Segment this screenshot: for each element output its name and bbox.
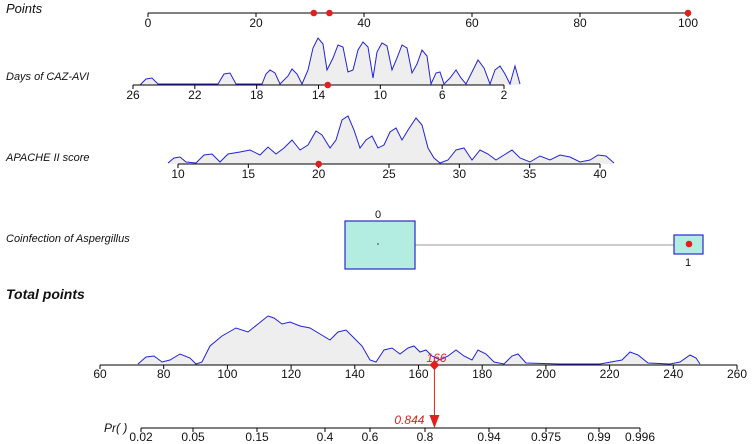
points-marker — [326, 9, 333, 17]
aspergillus-category-label-1: 1 — [685, 257, 691, 269]
row-labels: Points Days of CAZ-AVI APACHE II score C… — [5, 1, 130, 435]
caz-tick-label: 26 — [126, 88, 140, 102]
caz-tick-label: 18 — [250, 88, 264, 102]
apache-marker — [315, 160, 322, 168]
apache-tick-label: 20 — [312, 167, 326, 181]
pr-tick-label: 0.8 — [417, 430, 434, 444]
pr-tick-label: 0.6 — [362, 430, 379, 444]
pr-tick-label: 0.996 — [625, 430, 655, 444]
pr-marker-label: 0.844 — [394, 413, 424, 427]
aspergillus-marker — [685, 240, 693, 248]
apache-tick-label: 30 — [453, 167, 467, 181]
aspergillus-category-label-0: 0 — [375, 209, 381, 221]
caz-tick-label: 14 — [312, 88, 326, 102]
points-tick-label: 100 — [678, 16, 698, 30]
caz-density-curve — [139, 37, 521, 86]
total-tick-label: 80 — [157, 367, 171, 381]
apache-tick-label: 40 — [593, 167, 607, 181]
caz-density-fill — [140, 38, 520, 85]
points-tick-label: 20 — [249, 16, 263, 30]
points-marker — [310, 9, 318, 17]
total-tick-label: 220 — [600, 367, 620, 381]
total-tick-label: 260 — [727, 367, 747, 381]
apache-tick-label: 25 — [382, 167, 396, 181]
points-tick-label: 60 — [465, 16, 479, 30]
apache-row-label: APACHE II score — [5, 152, 90, 164]
apache-tick-label: 15 — [242, 167, 256, 181]
total-tick-label: 200 — [536, 367, 556, 381]
pr-row-label: Pr( ) — [104, 421, 127, 435]
total-tick-label: 120 — [281, 367, 301, 381]
apache-tick-label: 35 — [523, 167, 537, 181]
aspergillus-box-0-center-dot — [377, 243, 379, 245]
points-tick-label: 40 — [357, 16, 371, 30]
total-points-row-label: Total points — [6, 286, 85, 302]
caz-marker — [324, 81, 332, 89]
pr-tick-label: 0.94 — [477, 430, 501, 444]
points-tick-label: 80 — [573, 16, 587, 30]
markers: 166 0.844 — [310, 9, 693, 428]
points-tick-label: 0 — [145, 16, 152, 30]
total-tick-label: 100 — [217, 367, 237, 381]
apache-tick-label: 10 — [171, 167, 185, 181]
aspergillus-row-label: Coinfection of Aspergillus — [6, 233, 130, 245]
axes — [99, 12, 738, 432]
points-row-label: Points — [6, 1, 43, 16]
total-marker-label: 166 — [426, 351, 446, 365]
aspergillus-box-0 — [344, 220, 416, 270]
total-tick-label: 180 — [472, 367, 492, 381]
total-tick-label: 60 — [93, 367, 107, 381]
caz-tick-label: 10 — [374, 88, 388, 102]
pr-tick-label: 0.15 — [245, 430, 269, 444]
pr-tick-label: 0.02 — [129, 430, 153, 444]
pr-arrow-head — [429, 415, 440, 428]
total-marker — [429, 360, 440, 370]
total-tick-label: 140 — [345, 367, 365, 381]
caz-row-label: Days of CAZ-AVI — [6, 71, 89, 83]
apache-density-curve — [167, 115, 615, 164]
aspergillus-boxes: 01 — [344, 209, 704, 270]
density-curves — [137, 37, 701, 365]
pr-tick-label: 0.05 — [181, 430, 205, 444]
total-tick-label: 240 — [663, 367, 683, 381]
pr-tick-label: 0.99 — [587, 430, 611, 444]
caz-tick-label: 22 — [188, 88, 202, 102]
caz-tick-label: 6 — [439, 88, 446, 102]
points-marker — [684, 9, 692, 17]
total-tick-label: 160 — [408, 367, 428, 381]
apache-density-fill — [168, 116, 614, 164]
caz-tick-label: 2 — [501, 88, 508, 102]
pr-tick-label: 0.4 — [317, 430, 334, 444]
total-density-curve — [137, 315, 701, 365]
total-density-fill — [138, 316, 700, 365]
pr-tick-label: 0.975 — [531, 430, 561, 444]
